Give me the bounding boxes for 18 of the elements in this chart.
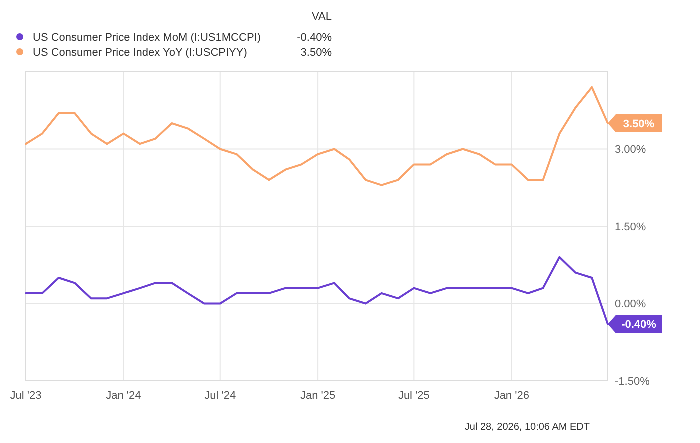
x-tick-label: Jul '23	[10, 390, 42, 402]
legend-label: US Consumer Price Index MoM (I:US1MCCPI)	[33, 32, 261, 44]
y-tick-label: 1.50%	[615, 221, 646, 234]
legend-label: US Consumer Price Index YoY (I:USCPIYY)	[33, 46, 248, 59]
y-tick-label: -1.50%	[615, 376, 650, 388]
legend-title: VAL	[312, 11, 332, 23]
y-tick-label: 3.00%	[615, 144, 646, 156]
x-tick-label: Jul '24	[204, 390, 236, 402]
text: 3.50%	[300, 46, 332, 59]
text: Jul 28, 2026, 10:06 AM EDT	[464, 422, 590, 433]
y-tick-label: 0.00%	[615, 298, 646, 311]
x-tick-label: Jul '25	[398, 390, 430, 402]
data-label: -0.40%	[622, 319, 657, 332]
x-tick-label: Jan '26	[494, 390, 530, 402]
x-tick-label: Jan '25	[300, 390, 336, 402]
data-label: 3.50%	[623, 118, 655, 130]
text: -0.40%	[297, 32, 332, 44]
x-tick-label: Jan '24	[106, 390, 142, 402]
